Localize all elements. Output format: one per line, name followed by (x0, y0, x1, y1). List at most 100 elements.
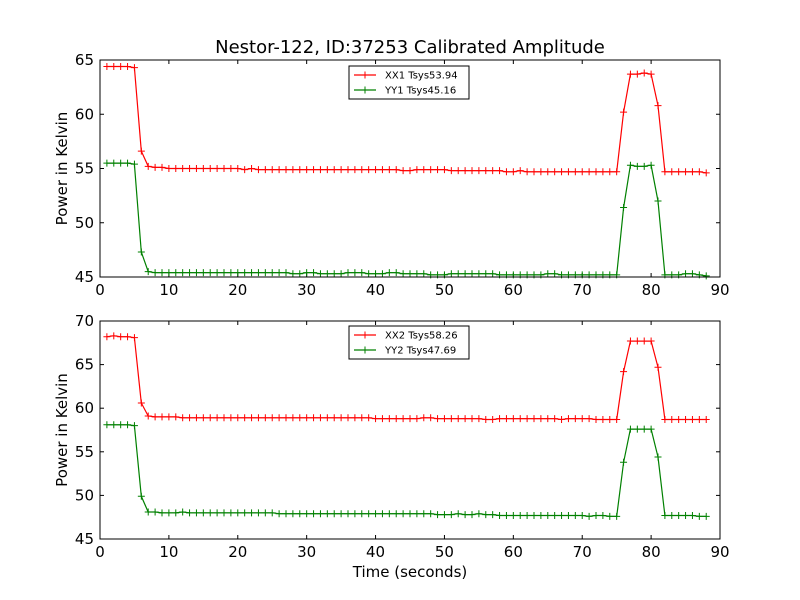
data-point (592, 416, 600, 424)
x-tick-label: 90 (710, 543, 729, 561)
data-point (626, 425, 634, 433)
y-tick-label: 65 (75, 51, 94, 69)
data-point (420, 510, 428, 518)
data-point (647, 161, 655, 169)
data-point (199, 414, 207, 422)
data-point (234, 269, 242, 277)
legend-swatch-marker (361, 71, 369, 79)
data-point (537, 511, 545, 519)
x-tick-label: 10 (159, 281, 178, 299)
x-tick-label: 70 (573, 543, 592, 561)
data-point (475, 415, 483, 423)
data-point (399, 167, 407, 175)
data-point (241, 509, 249, 517)
data-point (234, 509, 242, 517)
x-tick-label: 30 (297, 281, 316, 299)
data-point (475, 167, 483, 175)
chart-title: Nestor-122, ID:37253 Calibrated Amplitud… (215, 37, 605, 58)
bottom-panel: 0 10 20 30 40 50 60 70 80 90 45 50 55 60 65 70 XX2 Tsys5… (53, 312, 730, 581)
legend-label: XX1 Tsys53.94 (385, 71, 458, 82)
legend: XX2 Tsys58.26 YY2 Tsys47.69 (348, 325, 470, 360)
data-point (130, 160, 138, 168)
data-point (626, 161, 634, 169)
data-point (571, 168, 579, 176)
data-point (248, 414, 256, 422)
data-point (688, 168, 696, 176)
data-point (330, 510, 338, 518)
axes-frame (99, 59, 721, 278)
data-point (440, 166, 448, 174)
data-point (406, 510, 414, 518)
data-point (675, 168, 683, 176)
data-point (564, 415, 572, 423)
data-point (647, 70, 655, 78)
data-point (158, 163, 166, 171)
data-point (310, 510, 318, 518)
data-point (385, 166, 393, 174)
legend-box (348, 65, 470, 100)
data-point (103, 159, 111, 167)
data-point (454, 415, 462, 423)
data-point (358, 414, 366, 422)
data-point (358, 166, 366, 174)
x-tick-label: 40 (366, 281, 385, 299)
data-point (571, 511, 579, 519)
data-point (392, 166, 400, 174)
data-point (241, 166, 249, 174)
data-point (137, 492, 145, 500)
data-point (530, 168, 538, 176)
data-point (399, 415, 407, 423)
x-tick-label: 10 (159, 543, 178, 561)
data-point (151, 163, 159, 171)
data-point (372, 270, 380, 278)
data-point (599, 416, 607, 424)
data-point (406, 270, 414, 278)
data-point (192, 269, 200, 277)
data-point (117, 421, 125, 429)
data-point (330, 270, 338, 278)
data-point (640, 337, 648, 345)
data-point (248, 165, 256, 172)
data-point (640, 425, 648, 433)
data-point (551, 511, 559, 519)
legend-label: YY1 Tsys45.16 (384, 86, 456, 97)
data-point (372, 166, 380, 174)
data-point (241, 269, 249, 277)
data-point (103, 421, 111, 429)
data-point (647, 425, 655, 433)
data-point (199, 269, 207, 277)
data-point (282, 166, 290, 174)
data-point (427, 510, 435, 518)
data-point (227, 269, 235, 277)
data-point (165, 165, 173, 172)
data-point (702, 169, 710, 177)
y-tick-label: 70 (75, 312, 94, 330)
y-tick-label: 55 (75, 160, 94, 178)
data-point (144, 508, 152, 516)
data-point (688, 270, 696, 278)
data-point (316, 414, 324, 422)
data-point (110, 63, 118, 71)
data-point (254, 269, 262, 277)
data-point (695, 512, 703, 520)
x-tick-label: 50 (435, 543, 454, 561)
data-point (668, 168, 676, 176)
data-point (447, 167, 455, 175)
data-point (110, 332, 118, 340)
data-point (447, 270, 455, 278)
data-point (606, 416, 614, 424)
data-point (654, 102, 662, 110)
data-point (172, 269, 180, 277)
data-point (475, 270, 483, 278)
data-point (675, 416, 683, 424)
data-point (220, 509, 228, 517)
data-point (275, 414, 283, 422)
data-point (392, 269, 400, 277)
data-point (261, 414, 269, 422)
data-point (502, 511, 510, 519)
legend-swatch-marker (361, 346, 369, 354)
data-point (268, 509, 276, 517)
data-point (434, 415, 442, 423)
axes-frame (99, 320, 721, 540)
